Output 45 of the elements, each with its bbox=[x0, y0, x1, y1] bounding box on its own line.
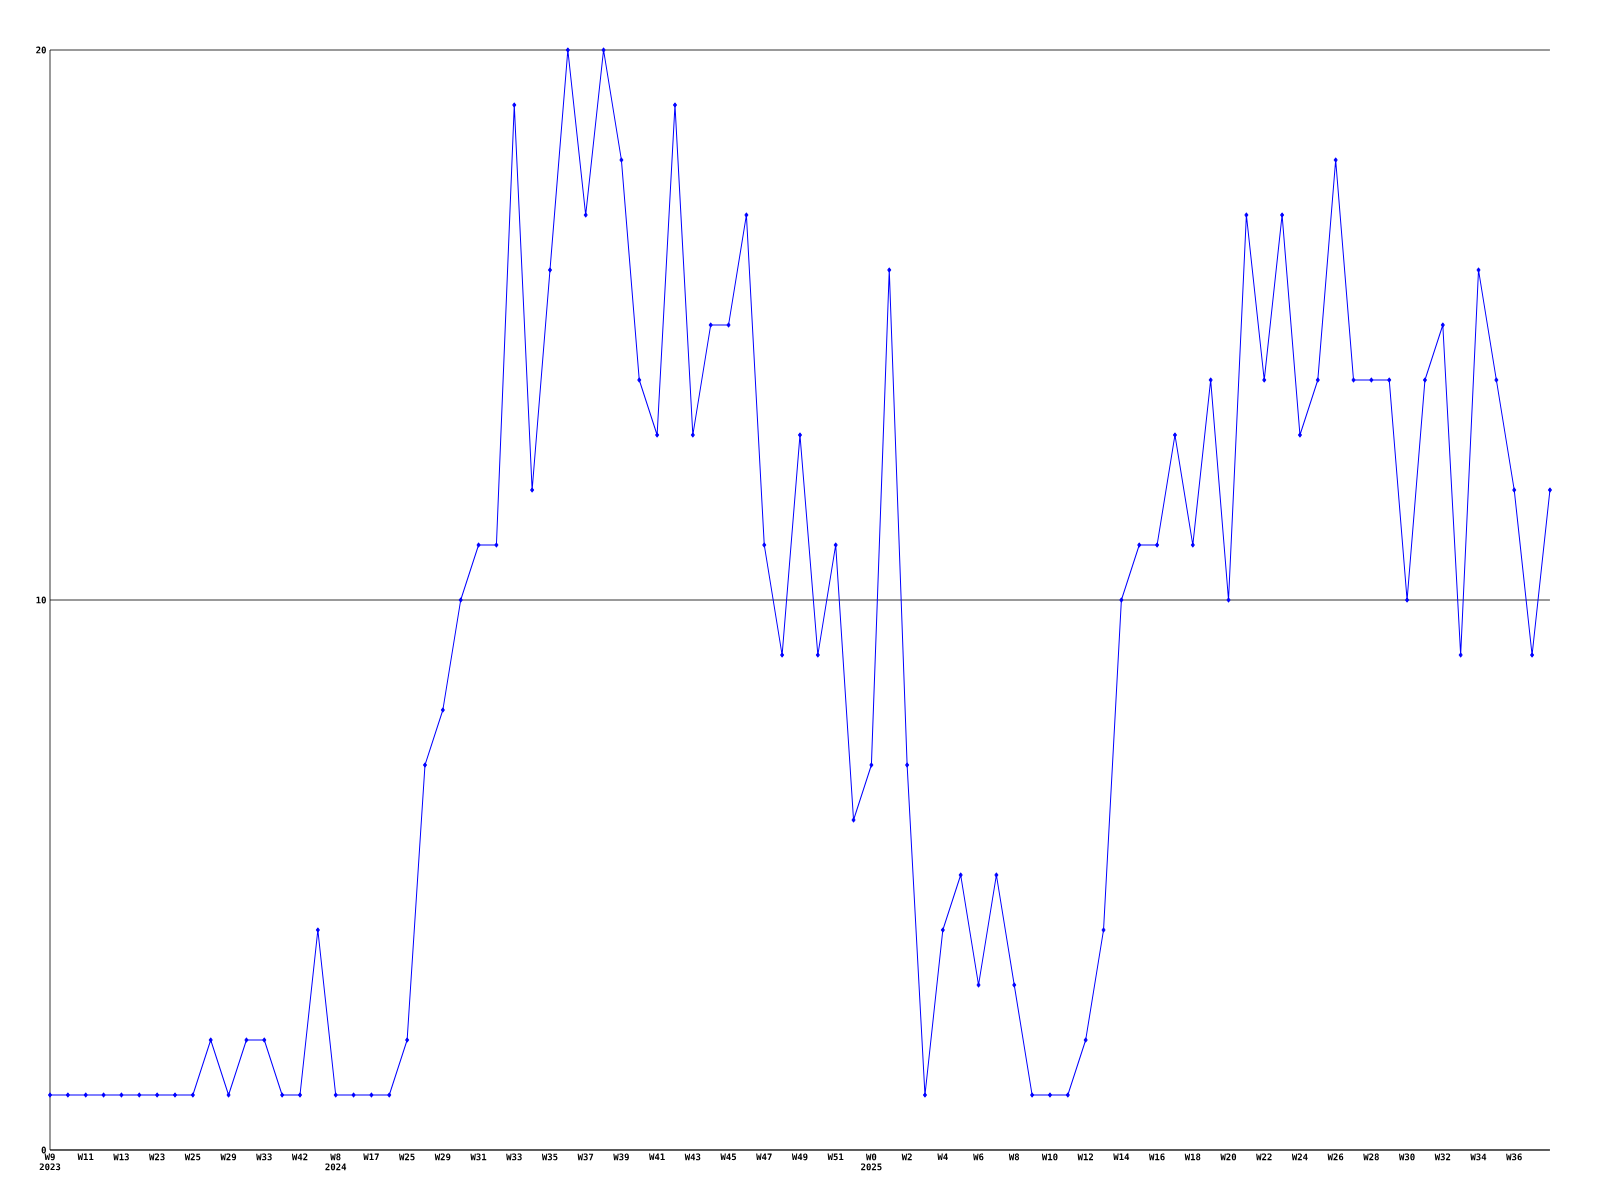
x-tick-label: W12 bbox=[1077, 1153, 1094, 1161]
x-tick-label: W9 2023 bbox=[39, 1153, 61, 1171]
x-tick-label: W29 bbox=[434, 1153, 451, 1161]
x-tick-label: W29 bbox=[220, 1153, 237, 1161]
x-tick-label: W8 2024 bbox=[325, 1153, 347, 1171]
x-tick-label: W39 bbox=[613, 1153, 629, 1161]
x-tick-label: W14 bbox=[1113, 1153, 1130, 1161]
x-tick-label: W26 bbox=[1327, 1153, 1344, 1161]
x-tick-label: W45 bbox=[720, 1153, 737, 1161]
x-tick-label: W6 bbox=[973, 1153, 984, 1161]
x-tick-label: W11 bbox=[77, 1153, 94, 1161]
x-tick-label: W49 bbox=[791, 1153, 808, 1161]
x-tick-label: W36 bbox=[1506, 1153, 1522, 1161]
x-tick-label: W22 bbox=[1256, 1153, 1272, 1161]
x-tick-label: W16 bbox=[1149, 1153, 1165, 1161]
x-tick-label: W4 bbox=[937, 1153, 948, 1161]
y-tick-label: 20 bbox=[36, 46, 46, 54]
x-tick-label: W23 bbox=[149, 1153, 165, 1161]
x-tick-label: W8 bbox=[1008, 1153, 1020, 1161]
x-tick-label: W18 bbox=[1184, 1153, 1201, 1161]
y-tick-label: 10 bbox=[36, 596, 46, 604]
x-tick-label: W2 bbox=[901, 1153, 912, 1161]
x-tick-label: W28 bbox=[1363, 1153, 1379, 1161]
x-tick-label: W17 bbox=[363, 1153, 379, 1161]
x-tick-label: W33 bbox=[256, 1153, 272, 1161]
x-tick-label: W33 bbox=[506, 1153, 522, 1161]
x-tick-label: W35 bbox=[541, 1153, 558, 1161]
x-tick-label: W47 bbox=[756, 1153, 772, 1161]
x-tick-label: W41 bbox=[649, 1153, 665, 1161]
x-tick-label: W51 bbox=[827, 1153, 844, 1161]
x-tick-label: W10 bbox=[1041, 1153, 1058, 1161]
x-tick-label: W37 bbox=[577, 1153, 594, 1161]
x-tick-label: W25 bbox=[184, 1153, 201, 1161]
x-tick-label: W31 bbox=[470, 1153, 487, 1161]
x-tick-label: W30 bbox=[1398, 1153, 1415, 1161]
x-tick-label: W25 bbox=[399, 1153, 415, 1161]
x-tick-label: W24 bbox=[1291, 1153, 1308, 1161]
x-tick-label: W32 bbox=[1434, 1153, 1451, 1161]
x-tick-label: W42 bbox=[291, 1153, 308, 1161]
x-tick-label: W20 bbox=[1220, 1153, 1237, 1161]
x-tick-label: W13 bbox=[113, 1153, 129, 1161]
x-tick-label: W0 2025 bbox=[861, 1153, 882, 1171]
x-tick-label: W43 bbox=[684, 1153, 701, 1161]
y-tick-label: 0 bbox=[41, 1146, 46, 1154]
x-tick-label: W34 bbox=[1470, 1153, 1487, 1161]
